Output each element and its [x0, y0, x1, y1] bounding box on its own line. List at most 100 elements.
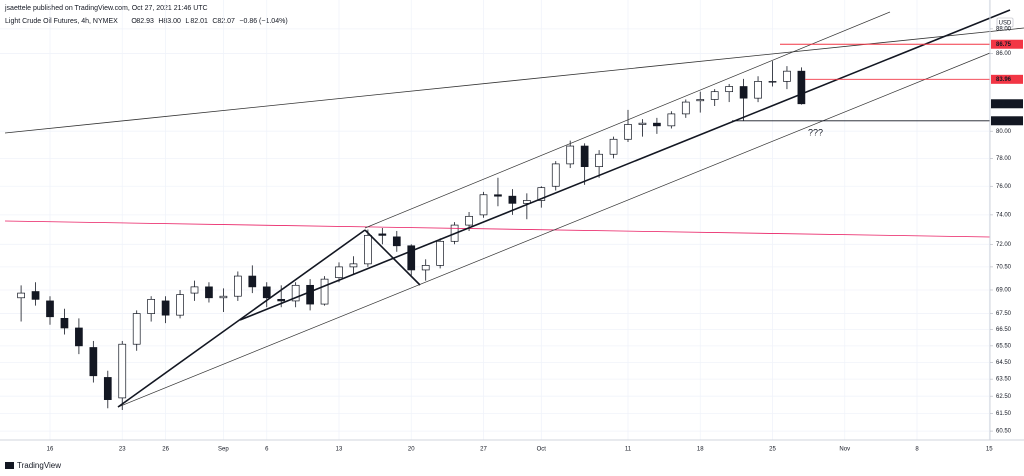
candle-body [508, 195, 517, 204]
legend-key: O [131, 18, 137, 25]
trend-line [239, 9, 1011, 321]
price-label-box [991, 116, 1023, 126]
candle-body [89, 347, 98, 377]
candle-body [103, 377, 112, 400]
y-tick-label: 60.50 [996, 429, 1012, 435]
candle-body [479, 194, 488, 216]
y-tick-label: 88.00 [996, 26, 1012, 32]
y-axis: 88.00 86.00 80.00 78.00 76.00 74.00 72.00 70.50… [990, 26, 1012, 435]
drawings [4, 9, 1024, 408]
candle-body [609, 138, 618, 155]
y-tick-label: 63.50 [996, 377, 1012, 383]
legend-key: H [158, 18, 163, 25]
candle-body [494, 194, 502, 197]
candle-body [681, 101, 690, 115]
legend-change: −0.86 (−1.04%) [239, 18, 287, 25]
x-tick-label: Sep [218, 447, 229, 453]
legend-value: 82.01 [190, 18, 208, 25]
legend-value: 82.07 [217, 18, 235, 25]
candle-body [638, 122, 647, 125]
candle-body [667, 113, 676, 127]
x-tick-label: 25 [769, 447, 776, 453]
candle-body [696, 99, 705, 102]
pattern-line [117, 229, 366, 408]
candle-body [262, 286, 271, 299]
candle-body [234, 275, 242, 297]
candle-body [768, 81, 777, 83]
price-label: 83.96 [996, 77, 1012, 83]
y-tick-label: 70.50 [996, 264, 1012, 270]
candle-body [566, 145, 575, 165]
currency-box [996, 17, 1014, 28]
candle-body [392, 236, 401, 247]
y-tick-label: 76.00 [996, 184, 1012, 190]
y-tick-label: 64.50 [996, 360, 1012, 366]
x-tick-label: 13 [336, 447, 343, 453]
candle-body [291, 284, 300, 302]
candle-body [522, 200, 531, 204]
candle-body [118, 343, 127, 399]
candle-body [537, 187, 546, 201]
candle-body [205, 286, 213, 299]
candle-body [31, 291, 40, 300]
x-tick-label: 8 [915, 447, 919, 453]
legend-title: Light Crude Oil Futures, 4h, NYMEX [5, 18, 118, 25]
candle-body [595, 153, 603, 168]
candle-body [161, 300, 170, 316]
pattern-line [364, 229, 421, 286]
price-label: 86.75 [996, 42, 1012, 48]
candle-body [551, 163, 560, 187]
currency: USD [999, 21, 1012, 27]
candle-body [349, 263, 358, 268]
candle-body [364, 235, 372, 265]
candle-body [710, 91, 719, 100]
annotation: ??? [808, 127, 823, 137]
candle-body [219, 295, 228, 299]
price-label-box [991, 74, 1023, 84]
legend-value: 82.93 [136, 18, 154, 25]
footer: TradingView [5, 461, 61, 470]
candle-body [306, 284, 314, 305]
candle-body [797, 70, 806, 105]
price-label: 80.78 [996, 118, 1012, 124]
candle-body [248, 275, 257, 288]
legend: Light Crude Oil Futures, 4h, NYMEX O 82.93… [5, 18, 288, 25]
x-tick-label: 16 [47, 447, 54, 453]
x-tick-label: 18 [697, 447, 704, 453]
candle-body [147, 298, 155, 314]
x-tick-label: 15 [986, 447, 993, 453]
y-tick-label: 65.50 [996, 343, 1012, 349]
legend-key: L [185, 18, 189, 25]
price-label-box [991, 99, 1023, 109]
legend-value: 83.00 [163, 18, 181, 25]
y-tick-label: 69.00 [996, 288, 1012, 294]
price-label-box [991, 39, 1023, 49]
candle-body [335, 266, 343, 278]
trend-line [4, 220, 991, 238]
candle-body [465, 215, 473, 226]
y-tick-label: 72.00 [996, 242, 1012, 248]
candle-body [277, 298, 286, 302]
candle-body [176, 294, 184, 316]
y-tick-label: 78.00 [996, 156, 1012, 162]
candle-body [17, 292, 25, 299]
x-tick-label: 27 [480, 447, 487, 453]
price-levels: 86.75 83.96 82.07 80.78 [732, 39, 1023, 126]
candle-body [407, 245, 416, 271]
x-tick-label: Oct [537, 447, 547, 453]
x-tick-label: Nov [839, 447, 850, 453]
y-tick-label: 67.50 [996, 311, 1012, 317]
channel-line [117, 52, 991, 408]
candle-body [783, 70, 791, 82]
logo [5, 462, 14, 469]
candles [17, 61, 806, 411]
x-tick-label: 23 [119, 447, 126, 453]
candle-body [132, 313, 141, 345]
candle-body [421, 265, 430, 271]
candle-body [624, 124, 632, 140]
price-label: 82.07 [996, 101, 1012, 107]
candle-body [436, 240, 444, 266]
x-tick-label: 6 [265, 447, 269, 453]
